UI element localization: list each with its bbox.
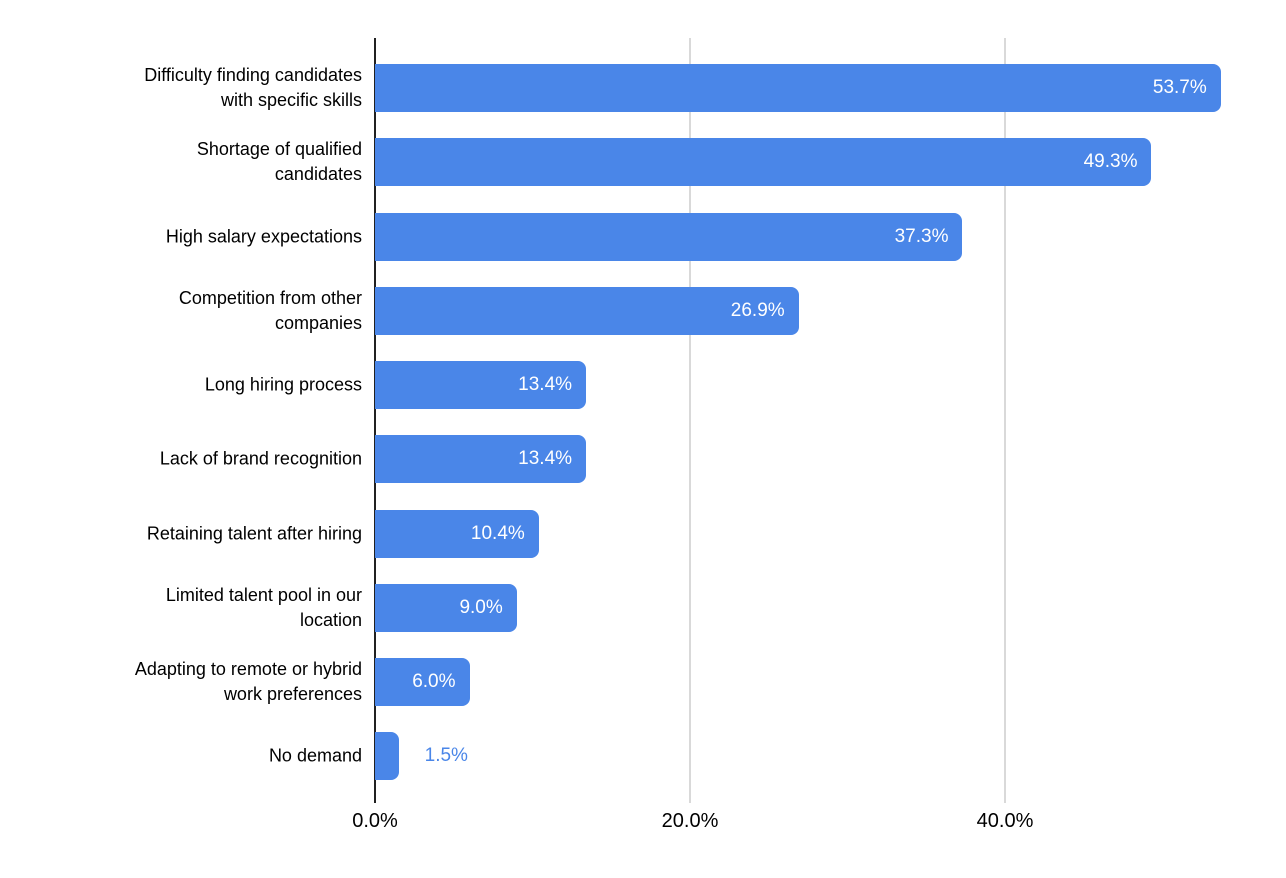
value-label: 26.9% (730, 299, 785, 321)
value-label: 13.4% (518, 448, 573, 470)
bar: 6.0% (375, 658, 470, 706)
value-label: 13.4% (518, 374, 573, 395)
category-label: Difficulty finding candidates with speci… (144, 65, 362, 110)
bar: 10.4% (375, 509, 539, 558)
bar-row: Limited talent pool in our location 9.0% (0, 583, 1286, 632)
gridline-40.0% (1004, 38, 1006, 803)
bar-row: Lack of brand recognition 13.4% (0, 435, 1286, 484)
bar-row: Competition from other companies 26.9% (0, 286, 1286, 335)
bar: 37.3% (375, 212, 963, 261)
bar: 9.0% (375, 583, 517, 632)
bar-row: Retaining talent after hiring 10.4% (0, 509, 1286, 558)
value-label: 10.4% (470, 522, 525, 544)
bar-row: High salary expectations 37.3% (0, 212, 1286, 261)
value-label: 9.0% (459, 596, 503, 618)
category-label: Lack of brand recognition (159, 448, 362, 469)
value-label: 37.3% (894, 225, 949, 247)
x-tick-label: 20.0% (661, 810, 719, 832)
bar-row: Shortage of qualified candidates 49.3% (0, 138, 1286, 187)
value-label: 49.3% (1083, 151, 1138, 173)
category-label: Long hiring process (204, 374, 362, 395)
gridline-20.0% (689, 38, 691, 803)
bar: 26.9% (375, 286, 799, 335)
value-label: 1.5% (424, 745, 468, 767)
category-label: High salary expectations (165, 226, 362, 246)
bar: 49.3% (375, 138, 1152, 187)
bar: 13.4% (375, 435, 587, 484)
x-tick-label: 40.0% (976, 810, 1034, 832)
bar-row: Adapting to remote or hybrid work prefer… (0, 658, 1286, 706)
bar: 1.5% (375, 732, 468, 781)
category-label: Limited talent pool in our location (165, 584, 362, 630)
bar-row: No demand 1.5% (0, 732, 1286, 781)
category-label: Adapting to remote or hybrid work prefer… (134, 659, 362, 704)
x-tick-label: 0.0% (352, 810, 398, 832)
category-label: No demand (268, 745, 362, 766)
y-axis-line (374, 38, 376, 803)
value-label: 53.7% (1152, 77, 1207, 98)
bar-row: Difficulty finding candidates with speci… (0, 64, 1286, 112)
bar-row: Long hiring process 13.4% (0, 361, 1286, 409)
value-label: 6.0% (412, 671, 456, 692)
category-label: Retaining talent after hiring (146, 523, 362, 543)
bar: 13.4% (375, 361, 587, 409)
bar: 53.7% (375, 64, 1221, 112)
category-label: Shortage of qualified candidates (196, 139, 362, 185)
category-label: Competition from other companies (178, 287, 362, 333)
